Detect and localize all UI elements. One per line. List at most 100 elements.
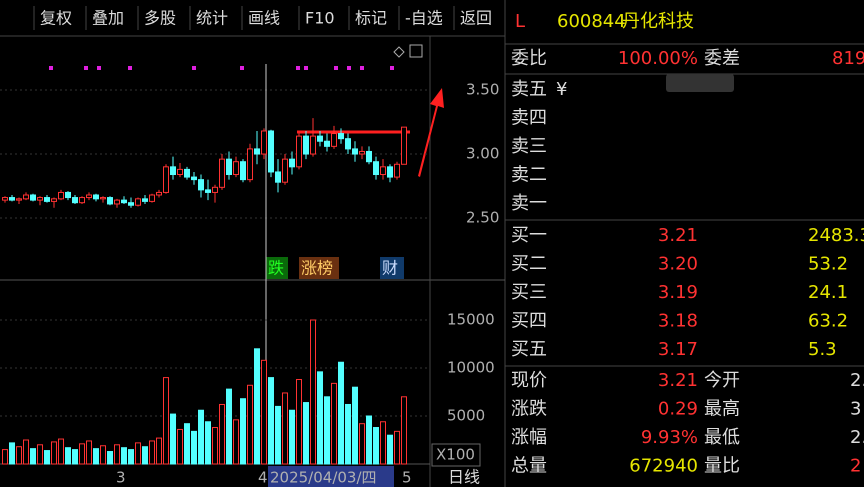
volume-bar: [156, 437, 162, 465]
value: 3: [850, 399, 861, 420]
x-tick-label: 5: [402, 469, 412, 487]
candle-body: [254, 148, 260, 155]
volume-bar: [163, 377, 169, 465]
candle-body: [79, 197, 85, 204]
toolbar-button[interactable]: 叠加: [92, 9, 124, 28]
candle-body: [289, 158, 295, 168]
volume-bar: [93, 448, 99, 465]
label: 最低: [704, 427, 740, 448]
collapse-button[interactable]: [666, 74, 734, 92]
candle-body: [261, 130, 267, 155]
volume-bar: [254, 348, 260, 465]
toolbar-button[interactable]: -自选: [405, 9, 443, 28]
toolbar-button[interactable]: F10: [305, 9, 335, 28]
candle-body: [149, 194, 155, 202]
candle-body: [121, 199, 127, 204]
y-tick-label: 15000: [447, 310, 495, 328]
label: 现价: [511, 370, 547, 391]
candle-body: [177, 168, 183, 176]
candle-body: [23, 194, 29, 200]
volume-bar: [289, 409, 295, 465]
date-highlight: [268, 466, 394, 487]
value: 3.21: [658, 370, 698, 391]
value: 9.93%: [641, 427, 698, 448]
event-tag: 跌: [268, 259, 284, 278]
toolbar-button[interactable]: 统计: [196, 9, 228, 28]
icon[interactable]: [393, 46, 405, 58]
candle-body: [198, 179, 204, 191]
candle-body: [338, 133, 344, 140]
volume-bar: [296, 379, 302, 465]
volume-bar: [247, 384, 253, 465]
buy-price: 3.17: [658, 339, 698, 360]
sell-label: 卖五: [511, 79, 547, 100]
toolbar-button[interactable]: 画线: [248, 9, 280, 28]
candle-body: [352, 148, 358, 155]
candle-body: [366, 150, 372, 163]
label: 涨跌: [511, 399, 547, 420]
volume-bar: [387, 434, 393, 465]
volume-bar: [226, 388, 232, 465]
toolbar-button[interactable]: 复权: [40, 9, 72, 28]
candle-body: [65, 191, 71, 199]
volume-bar: [275, 405, 281, 465]
value: 2.: [850, 427, 864, 448]
period-label[interactable]: 日线: [448, 468, 480, 487]
volume-bar: [359, 423, 365, 465]
buy-price: 3.20: [658, 254, 698, 275]
candle-body: [184, 168, 190, 178]
volume-bar: [30, 448, 36, 465]
toolbar-button[interactable]: 多股: [144, 9, 176, 28]
tag-bg: [380, 257, 404, 279]
candle-body: [30, 194, 36, 201]
candle-body: [156, 191, 162, 196]
candle-body: [114, 199, 120, 205]
volume-bar: [394, 430, 400, 465]
candle-body: [205, 189, 211, 193]
volume-bar: [373, 427, 379, 465]
event-tag: 财: [382, 259, 398, 278]
volume-bar: [184, 423, 190, 465]
sell-label: 卖四: [511, 108, 547, 129]
toolbar-button[interactable]: 标记: [355, 9, 387, 28]
toolbar-button[interactable]: 返回: [460, 9, 492, 28]
x-tick-label: 3: [116, 469, 126, 487]
buy-volume: 2483.3: [808, 225, 864, 246]
currency: ¥: [556, 79, 567, 100]
volume-bar: [324, 396, 330, 465]
candle-body: [191, 176, 197, 181]
sell-label: 卖三: [511, 136, 547, 157]
tag-bg: [299, 257, 339, 279]
candle-body: [331, 133, 337, 147]
volume-bar: [317, 371, 323, 465]
icon[interactable]: [409, 44, 423, 58]
candle-body: [86, 194, 92, 199]
volume-bar: [352, 386, 358, 465]
label: 最高: [704, 399, 740, 420]
volume-bar: [303, 402, 309, 465]
candle-body: [163, 166, 169, 193]
volume-bar: [212, 427, 218, 465]
candle-body: [282, 158, 288, 183]
tag-bg: [266, 257, 288, 279]
candle-body: [128, 202, 134, 206]
candle-body: [240, 161, 246, 181]
volume-bar: [107, 451, 113, 465]
candle-body: [401, 126, 407, 165]
code-prefix: L: [515, 11, 525, 32]
buy-volume: 53.2: [808, 254, 848, 275]
buy-price: 3.19: [658, 282, 698, 303]
candle-body: [107, 197, 113, 205]
value: 0.29: [658, 399, 698, 420]
candle-body: [58, 191, 64, 200]
volume-bar: [205, 421, 211, 465]
stock-name: 丹化科技: [622, 11, 694, 32]
buy-price: 3.18: [658, 311, 698, 332]
buy-label: 买二: [511, 254, 547, 275]
volume-bar: [268, 377, 274, 465]
volume-bar: [23, 439, 29, 465]
candle-body: [37, 197, 43, 201]
candle-body: [310, 135, 316, 155]
